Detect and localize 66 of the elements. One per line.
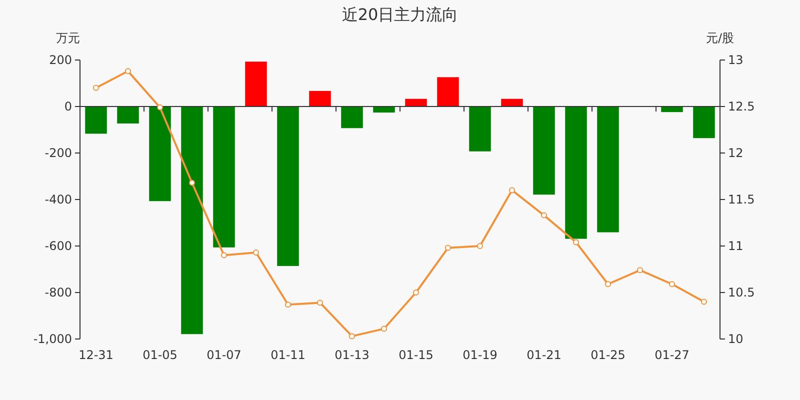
point <box>381 326 387 332</box>
x-tick-label: 12-31 <box>78 348 114 362</box>
point <box>253 250 259 256</box>
x-tick-label: 01-21 <box>526 348 562 362</box>
bar <box>85 106 107 134</box>
point <box>157 104 163 110</box>
y-tick-label: 200 <box>49 53 72 67</box>
point <box>189 180 195 186</box>
point <box>413 290 419 296</box>
bar <box>405 98 427 106</box>
bar <box>693 106 715 138</box>
point <box>445 244 451 251</box>
x-tick-label: 01-11 <box>270 348 306 362</box>
point <box>285 302 291 308</box>
point <box>125 68 131 74</box>
bar <box>533 106 555 195</box>
y-tick-label: -1,000 <box>33 332 72 346</box>
x-tick-label: 01-07 <box>206 348 242 362</box>
point <box>701 298 707 305</box>
point <box>93 84 99 91</box>
bar <box>469 106 491 152</box>
bar <box>661 106 683 112</box>
y-tick-label: 0 <box>64 100 72 114</box>
bar <box>149 106 171 202</box>
point <box>637 267 643 274</box>
bar <box>245 62 267 106</box>
y2-tick-label: 11 <box>728 239 744 253</box>
y-tick-label: -400 <box>44 192 72 206</box>
point <box>669 281 675 288</box>
y2-tick-label: 10.5 <box>728 286 755 300</box>
x-tick-label: 01-15 <box>398 348 434 362</box>
point <box>317 300 323 306</box>
y2-tick-label: 10 <box>728 332 744 346</box>
bar <box>597 106 619 232</box>
y2-tick-label: 13 <box>728 53 744 67</box>
x-tick-label: 01-13 <box>334 348 370 362</box>
bar <box>277 106 299 266</box>
y-axis-title: 万元 <box>56 31 80 45</box>
y-tick-label: -200 <box>44 146 72 160</box>
point <box>605 281 611 288</box>
point <box>477 243 483 249</box>
bar <box>181 106 203 334</box>
point <box>221 252 227 258</box>
bar <box>213 106 235 248</box>
bar <box>565 106 587 239</box>
bar <box>341 106 363 128</box>
y2-tick-label: 11.5 <box>728 192 755 206</box>
x-tick-label: 01-25 <box>590 348 626 362</box>
x-tick-label: 01-05 <box>142 348 178 362</box>
y2-tick-label: 12 <box>728 146 744 160</box>
y2-axis-title: 元/股 <box>706 31 734 45</box>
bar <box>501 98 523 106</box>
x-tick-label: 01-19 <box>462 348 498 362</box>
point <box>349 333 355 340</box>
y-tick-label: -800 <box>44 286 72 300</box>
bar <box>437 77 459 106</box>
bar <box>117 106 139 124</box>
chart-title: 近20日主力流向 <box>342 5 458 24</box>
point <box>573 239 579 246</box>
point <box>541 212 547 218</box>
bar <box>309 90 331 106</box>
x-tick-label: 01-27 <box>654 348 690 362</box>
point <box>509 187 515 194</box>
bar <box>373 106 395 113</box>
y-tick-label: -600 <box>44 239 72 253</box>
y2-tick-label: 12.5 <box>728 100 755 114</box>
